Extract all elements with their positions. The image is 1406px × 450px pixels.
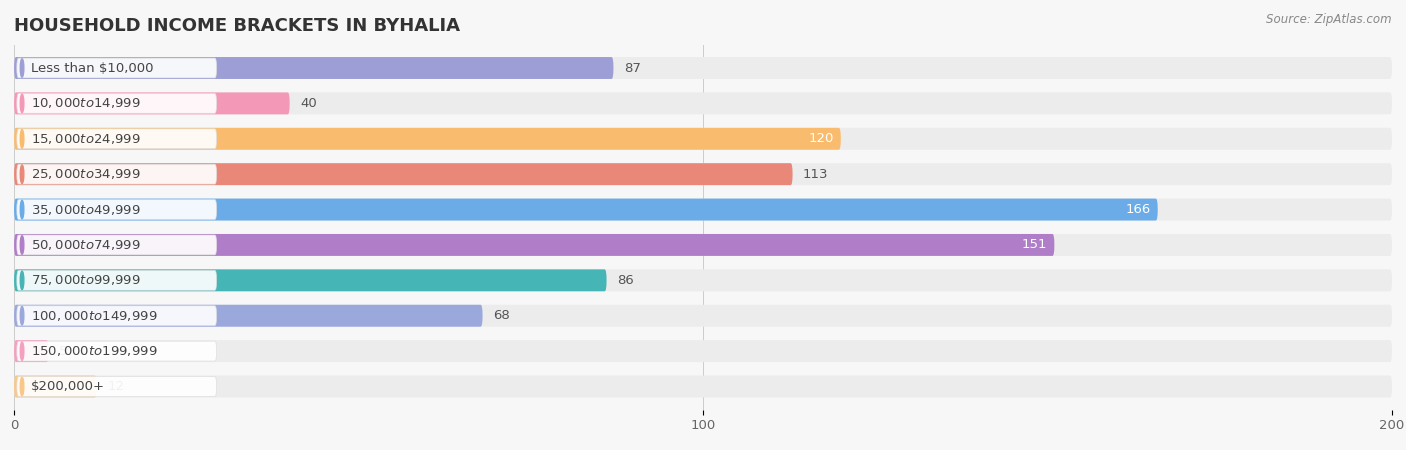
Text: 12: 12 [107,380,124,393]
FancyBboxPatch shape [17,94,217,113]
FancyBboxPatch shape [14,376,97,397]
FancyBboxPatch shape [14,234,1392,256]
Text: $15,000 to $24,999: $15,000 to $24,999 [31,132,141,146]
Text: 120: 120 [808,132,834,145]
Circle shape [20,200,24,219]
FancyBboxPatch shape [14,163,1392,185]
Circle shape [20,342,24,360]
Circle shape [20,130,24,148]
FancyBboxPatch shape [14,340,48,362]
Text: HOUSEHOLD INCOME BRACKETS IN BYHALIA: HOUSEHOLD INCOME BRACKETS IN BYHALIA [14,17,460,35]
FancyBboxPatch shape [14,57,613,79]
Text: 86: 86 [617,274,634,287]
Text: 5: 5 [59,345,67,358]
FancyBboxPatch shape [17,306,217,326]
Text: $100,000 to $149,999: $100,000 to $149,999 [31,309,157,323]
Circle shape [20,59,24,77]
Text: 113: 113 [803,168,828,180]
FancyBboxPatch shape [14,198,1392,220]
FancyBboxPatch shape [14,57,1392,79]
FancyBboxPatch shape [17,377,217,396]
FancyBboxPatch shape [14,163,793,185]
Text: $150,000 to $199,999: $150,000 to $199,999 [31,344,157,358]
FancyBboxPatch shape [17,200,217,220]
FancyBboxPatch shape [17,129,217,148]
Circle shape [20,271,24,289]
Circle shape [20,236,24,254]
Circle shape [20,377,24,396]
FancyBboxPatch shape [14,92,290,114]
Text: $50,000 to $74,999: $50,000 to $74,999 [31,238,141,252]
Text: $25,000 to $34,999: $25,000 to $34,999 [31,167,141,181]
Text: $200,000+: $200,000+ [31,380,104,393]
FancyBboxPatch shape [14,128,841,150]
Text: 151: 151 [1022,238,1047,252]
Text: 87: 87 [624,62,641,75]
FancyBboxPatch shape [14,376,1392,397]
Circle shape [20,165,24,183]
Text: $10,000 to $14,999: $10,000 to $14,999 [31,96,141,110]
Text: Less than $10,000: Less than $10,000 [31,62,153,75]
Text: 40: 40 [299,97,316,110]
FancyBboxPatch shape [14,305,1392,327]
FancyBboxPatch shape [14,340,1392,362]
FancyBboxPatch shape [17,58,217,78]
Text: Source: ZipAtlas.com: Source: ZipAtlas.com [1267,14,1392,27]
Circle shape [20,306,24,325]
Text: 68: 68 [494,309,509,322]
Text: $75,000 to $99,999: $75,000 to $99,999 [31,273,141,288]
FancyBboxPatch shape [14,234,1054,256]
Text: 166: 166 [1126,203,1152,216]
FancyBboxPatch shape [14,270,1392,291]
FancyBboxPatch shape [14,270,606,291]
FancyBboxPatch shape [14,198,1157,220]
FancyBboxPatch shape [14,92,1392,114]
FancyBboxPatch shape [14,128,1392,150]
FancyBboxPatch shape [17,235,217,255]
FancyBboxPatch shape [14,305,482,327]
Circle shape [20,94,24,112]
FancyBboxPatch shape [17,164,217,184]
FancyBboxPatch shape [17,341,217,361]
Text: $35,000 to $49,999: $35,000 to $49,999 [31,202,141,216]
FancyBboxPatch shape [17,270,217,290]
